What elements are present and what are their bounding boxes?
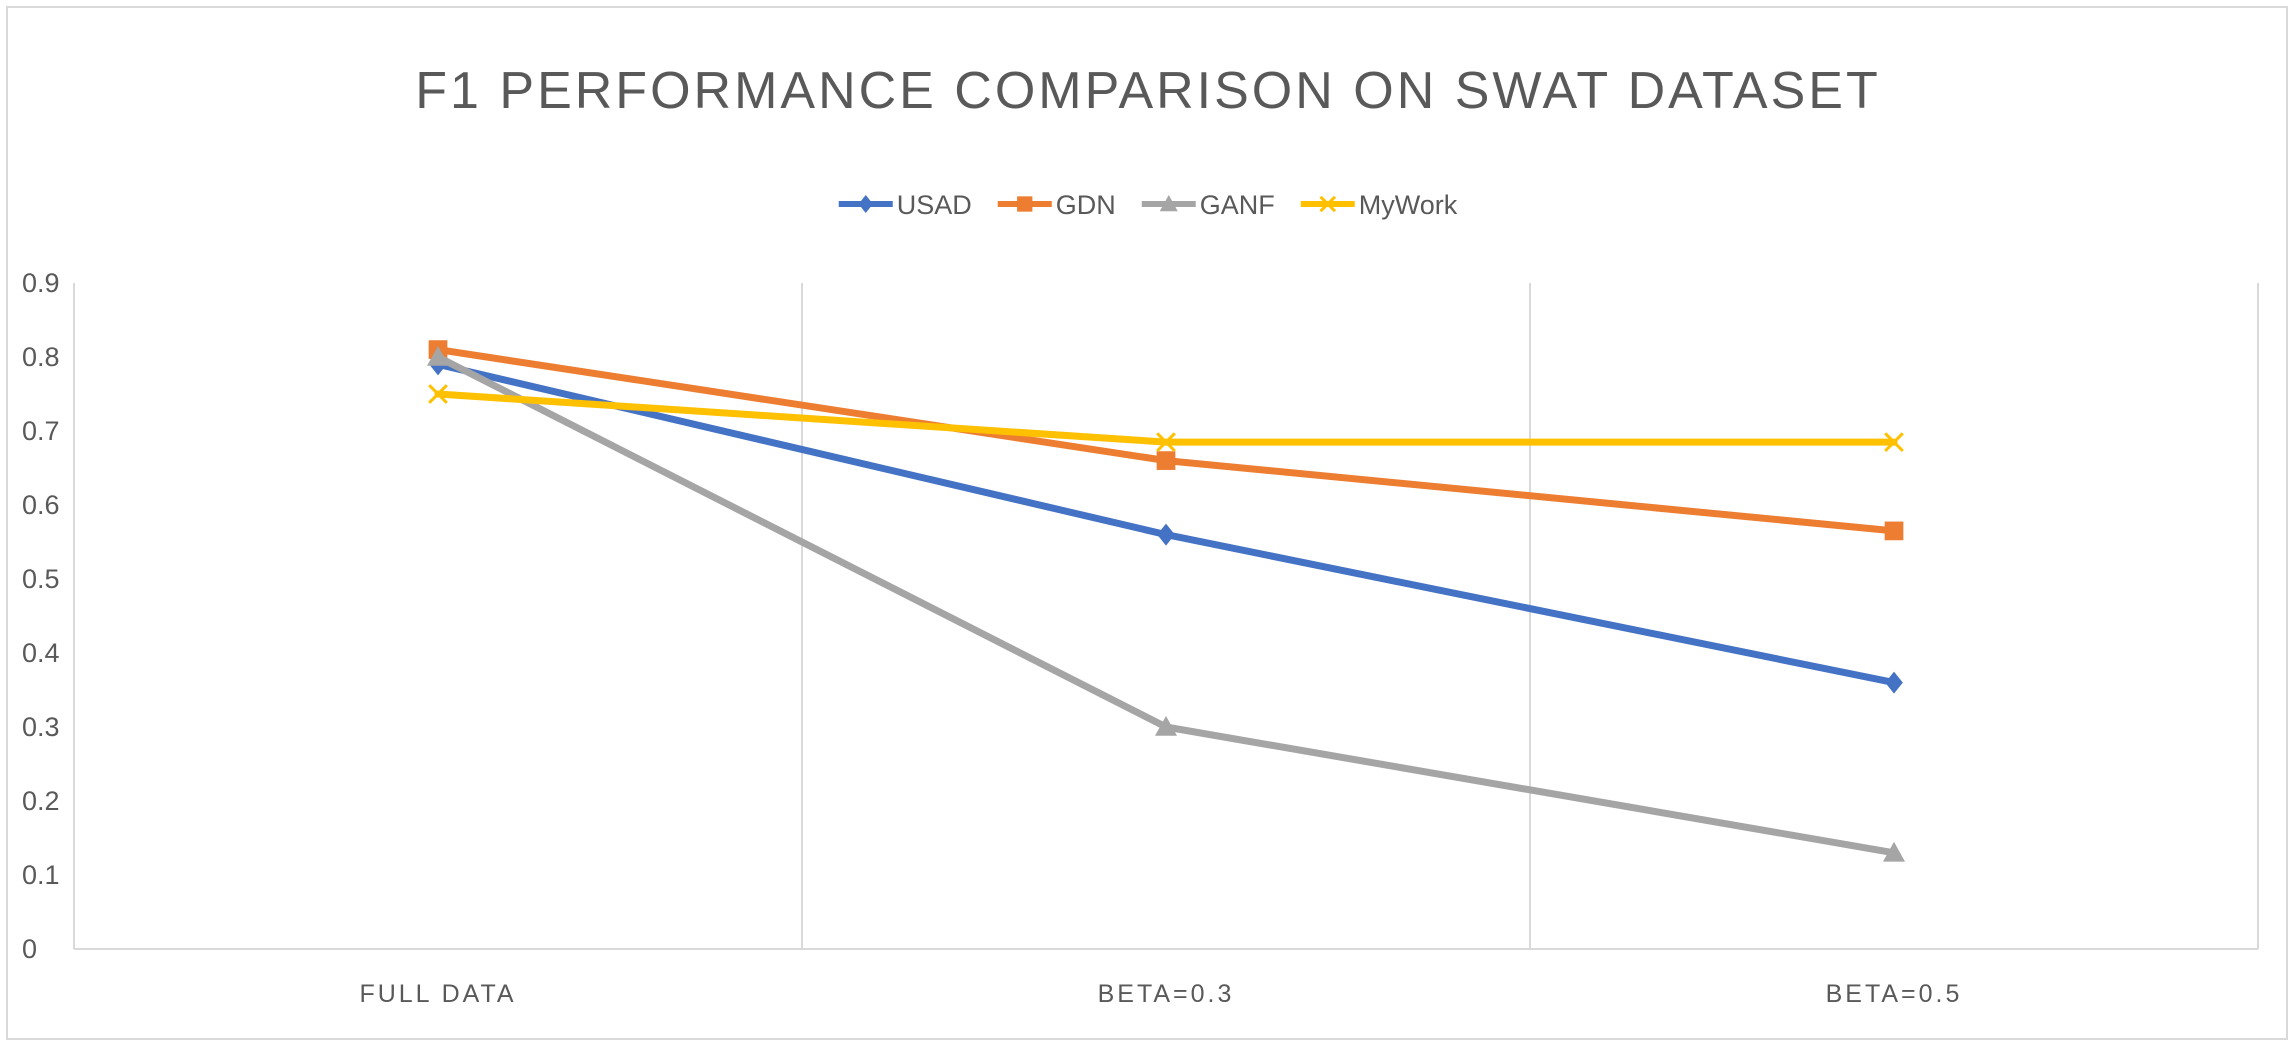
data-point — [1155, 716, 1177, 736]
diamond-marker — [1157, 523, 1175, 546]
data-point — [1883, 841, 1905, 862]
y-tick-label: 0.7 — [22, 416, 60, 446]
diamond-marker — [858, 195, 873, 213]
legend: USAD GDN GANF MyWork — [838, 190, 1458, 220]
data-point — [1156, 432, 1176, 452]
legend-item-ganf: GANF — [1141, 190, 1275, 220]
series-line — [434, 360, 1898, 687]
x-marker — [1319, 195, 1337, 213]
data-point — [1885, 671, 1903, 694]
x-axis: FULL DATA BETA=0.3 BETA=0.5 — [359, 980, 1963, 1008]
y-tick-label: 0.5 — [22, 564, 60, 594]
x-marker — [428, 384, 448, 404]
data-point — [1156, 451, 1176, 470]
diamond-marker — [1885, 671, 1903, 694]
series-layer — [427, 340, 1905, 862]
x-category-label: BETA=0.5 — [1826, 980, 1963, 1008]
legend-label: GDN — [1056, 190, 1116, 220]
y-tick-label: 0.9 — [22, 268, 60, 298]
data-point — [1884, 432, 1904, 452]
data-point — [427, 346, 449, 366]
x-category-label: FULL DATA — [359, 980, 516, 1008]
legend-item-mywork: MyWork — [1300, 190, 1458, 220]
y-tick-label: 0 — [22, 934, 37, 964]
data-point — [1157, 523, 1175, 546]
triangle-marker — [1159, 195, 1178, 212]
x-category-label: BETA=0.3 — [1098, 980, 1235, 1008]
y-tick-label: 0.3 — [22, 712, 60, 742]
y-tick-label: 0.6 — [22, 490, 60, 520]
triangle-marker — [427, 346, 449, 366]
series-usad — [429, 353, 1903, 694]
triangle-marker — [1883, 841, 1905, 862]
series-ganf — [427, 346, 1905, 862]
y-tick-label: 0.2 — [22, 786, 60, 816]
chart-frame — [6, 6, 2288, 1040]
data-point — [1884, 521, 1904, 541]
square-marker — [1156, 451, 1176, 470]
chart-title: F1 PERFORMANCE COMPARISON ON SWAT DATASE… — [415, 62, 1880, 120]
legend-item-usad: USAD — [838, 190, 972, 220]
triangle-marker — [1155, 716, 1177, 736]
gridlines — [73, 283, 2259, 950]
square-marker — [1884, 521, 1904, 541]
square-marker — [1017, 196, 1033, 212]
data-point — [428, 384, 448, 404]
series-line — [434, 353, 1898, 857]
y-tick-label: 0.8 — [22, 342, 60, 372]
x-marker — [1884, 432, 1904, 452]
y-tick-label: 0.4 — [22, 638, 60, 668]
legend-label: MyWork — [1359, 190, 1458, 220]
y-tick-label: 0.1 — [22, 860, 60, 890]
series-gdn — [428, 340, 1904, 541]
series-mywork — [428, 384, 1904, 452]
legend-item-gdn: GDN — [997, 190, 1116, 220]
legend-label: GANF — [1200, 190, 1275, 220]
legend-label: USAD — [897, 190, 972, 220]
y-axis: 0 0.1 0.2 0.3 0.4 0.5 0.6 0.7 0.8 0.9 — [22, 268, 60, 964]
x-marker — [1156, 432, 1176, 452]
